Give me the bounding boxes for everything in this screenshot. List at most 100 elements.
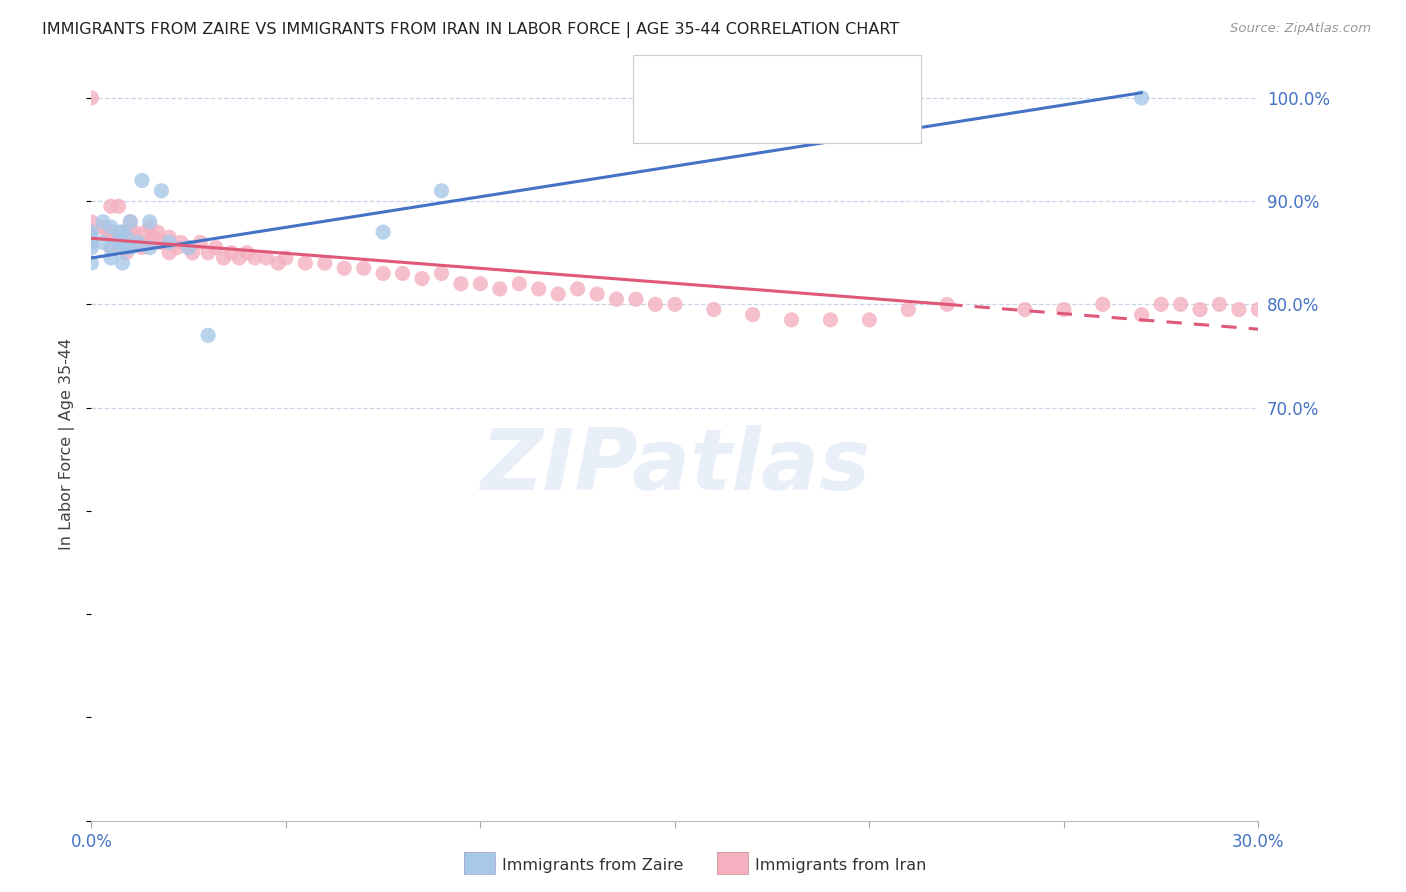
Point bbox=[80, 91, 103, 105]
Point bbox=[243, 251, 266, 265]
Point bbox=[157, 235, 180, 250]
Point bbox=[111, 225, 134, 239]
Point bbox=[371, 225, 394, 239]
Point bbox=[122, 225, 145, 239]
Point bbox=[508, 277, 530, 291]
Point bbox=[142, 230, 165, 244]
Point bbox=[205, 241, 228, 255]
Point bbox=[703, 302, 725, 317]
Point bbox=[228, 251, 250, 265]
Text: Immigrants from Iran: Immigrants from Iran bbox=[755, 858, 927, 872]
Point bbox=[547, 287, 569, 301]
Point bbox=[1247, 302, 1270, 317]
Point bbox=[107, 235, 129, 250]
Point bbox=[1150, 297, 1173, 311]
Point bbox=[371, 267, 394, 281]
Point bbox=[138, 241, 162, 255]
Point bbox=[314, 256, 336, 270]
Point bbox=[606, 292, 628, 306]
Point bbox=[586, 287, 609, 301]
Point bbox=[333, 261, 356, 276]
Point bbox=[411, 271, 433, 285]
Point bbox=[91, 235, 114, 250]
Point bbox=[150, 235, 173, 250]
Point bbox=[236, 245, 259, 260]
Point bbox=[567, 282, 589, 296]
Point bbox=[197, 245, 219, 260]
Point bbox=[820, 313, 842, 327]
Point bbox=[1170, 297, 1192, 311]
Point bbox=[138, 215, 162, 229]
Point bbox=[470, 277, 492, 291]
Point bbox=[166, 241, 188, 255]
Point bbox=[197, 328, 219, 343]
Point bbox=[1014, 302, 1036, 317]
Point bbox=[489, 282, 512, 296]
Point bbox=[294, 256, 316, 270]
Point bbox=[100, 225, 122, 239]
Point bbox=[741, 308, 763, 322]
Point bbox=[138, 235, 162, 250]
Point bbox=[181, 245, 204, 260]
Point bbox=[107, 225, 129, 239]
Text: Immigrants from Zaire: Immigrants from Zaire bbox=[502, 858, 683, 872]
Point bbox=[127, 235, 149, 250]
Point bbox=[353, 261, 375, 276]
Point bbox=[120, 241, 142, 255]
Point bbox=[1227, 302, 1250, 317]
Point bbox=[177, 241, 200, 255]
Point bbox=[391, 267, 413, 281]
Point bbox=[115, 241, 138, 255]
Point bbox=[450, 277, 472, 291]
Point bbox=[115, 230, 138, 244]
Point bbox=[120, 215, 142, 229]
Point bbox=[1267, 297, 1289, 311]
Y-axis label: In Labor Force | Age 35-44: In Labor Force | Age 35-44 bbox=[59, 338, 76, 549]
Point bbox=[131, 173, 153, 187]
Point bbox=[115, 245, 138, 260]
Point bbox=[1208, 297, 1230, 311]
Point bbox=[177, 241, 200, 255]
Point bbox=[1130, 91, 1153, 105]
Point bbox=[1189, 302, 1212, 317]
Point bbox=[100, 241, 122, 255]
Point bbox=[111, 256, 134, 270]
Point bbox=[1053, 302, 1076, 317]
Point bbox=[80, 225, 103, 239]
Point bbox=[104, 230, 127, 244]
Point bbox=[80, 230, 103, 244]
Point bbox=[1091, 297, 1114, 311]
Point bbox=[127, 235, 149, 250]
Point bbox=[157, 245, 180, 260]
Point bbox=[146, 225, 169, 239]
Text: ZIPatlas: ZIPatlas bbox=[479, 425, 870, 508]
Point bbox=[274, 251, 297, 265]
Point bbox=[100, 241, 122, 255]
Point bbox=[858, 313, 880, 327]
Point bbox=[664, 297, 686, 311]
Point bbox=[111, 241, 134, 255]
Point bbox=[120, 225, 142, 239]
Point bbox=[100, 199, 122, 213]
Point bbox=[212, 251, 235, 265]
Point bbox=[120, 241, 142, 255]
Point bbox=[256, 251, 278, 265]
Point bbox=[1130, 308, 1153, 322]
Point bbox=[107, 235, 129, 250]
Point bbox=[111, 241, 134, 255]
Point bbox=[936, 297, 959, 311]
Point bbox=[111, 225, 134, 239]
Point bbox=[100, 251, 122, 265]
Point bbox=[120, 215, 142, 229]
Point bbox=[80, 241, 103, 255]
Point bbox=[135, 225, 157, 239]
Point bbox=[780, 313, 803, 327]
Text: IMMIGRANTS FROM ZAIRE VS IMMIGRANTS FROM IRAN IN LABOR FORCE | AGE 35-44 CORRELA: IMMIGRANTS FROM ZAIRE VS IMMIGRANTS FROM… bbox=[42, 22, 900, 38]
Point bbox=[170, 235, 193, 250]
Point bbox=[624, 292, 647, 306]
Point bbox=[897, 302, 920, 317]
Point bbox=[80, 215, 103, 229]
Point bbox=[91, 215, 114, 229]
Point bbox=[80, 256, 103, 270]
Point bbox=[100, 219, 122, 234]
